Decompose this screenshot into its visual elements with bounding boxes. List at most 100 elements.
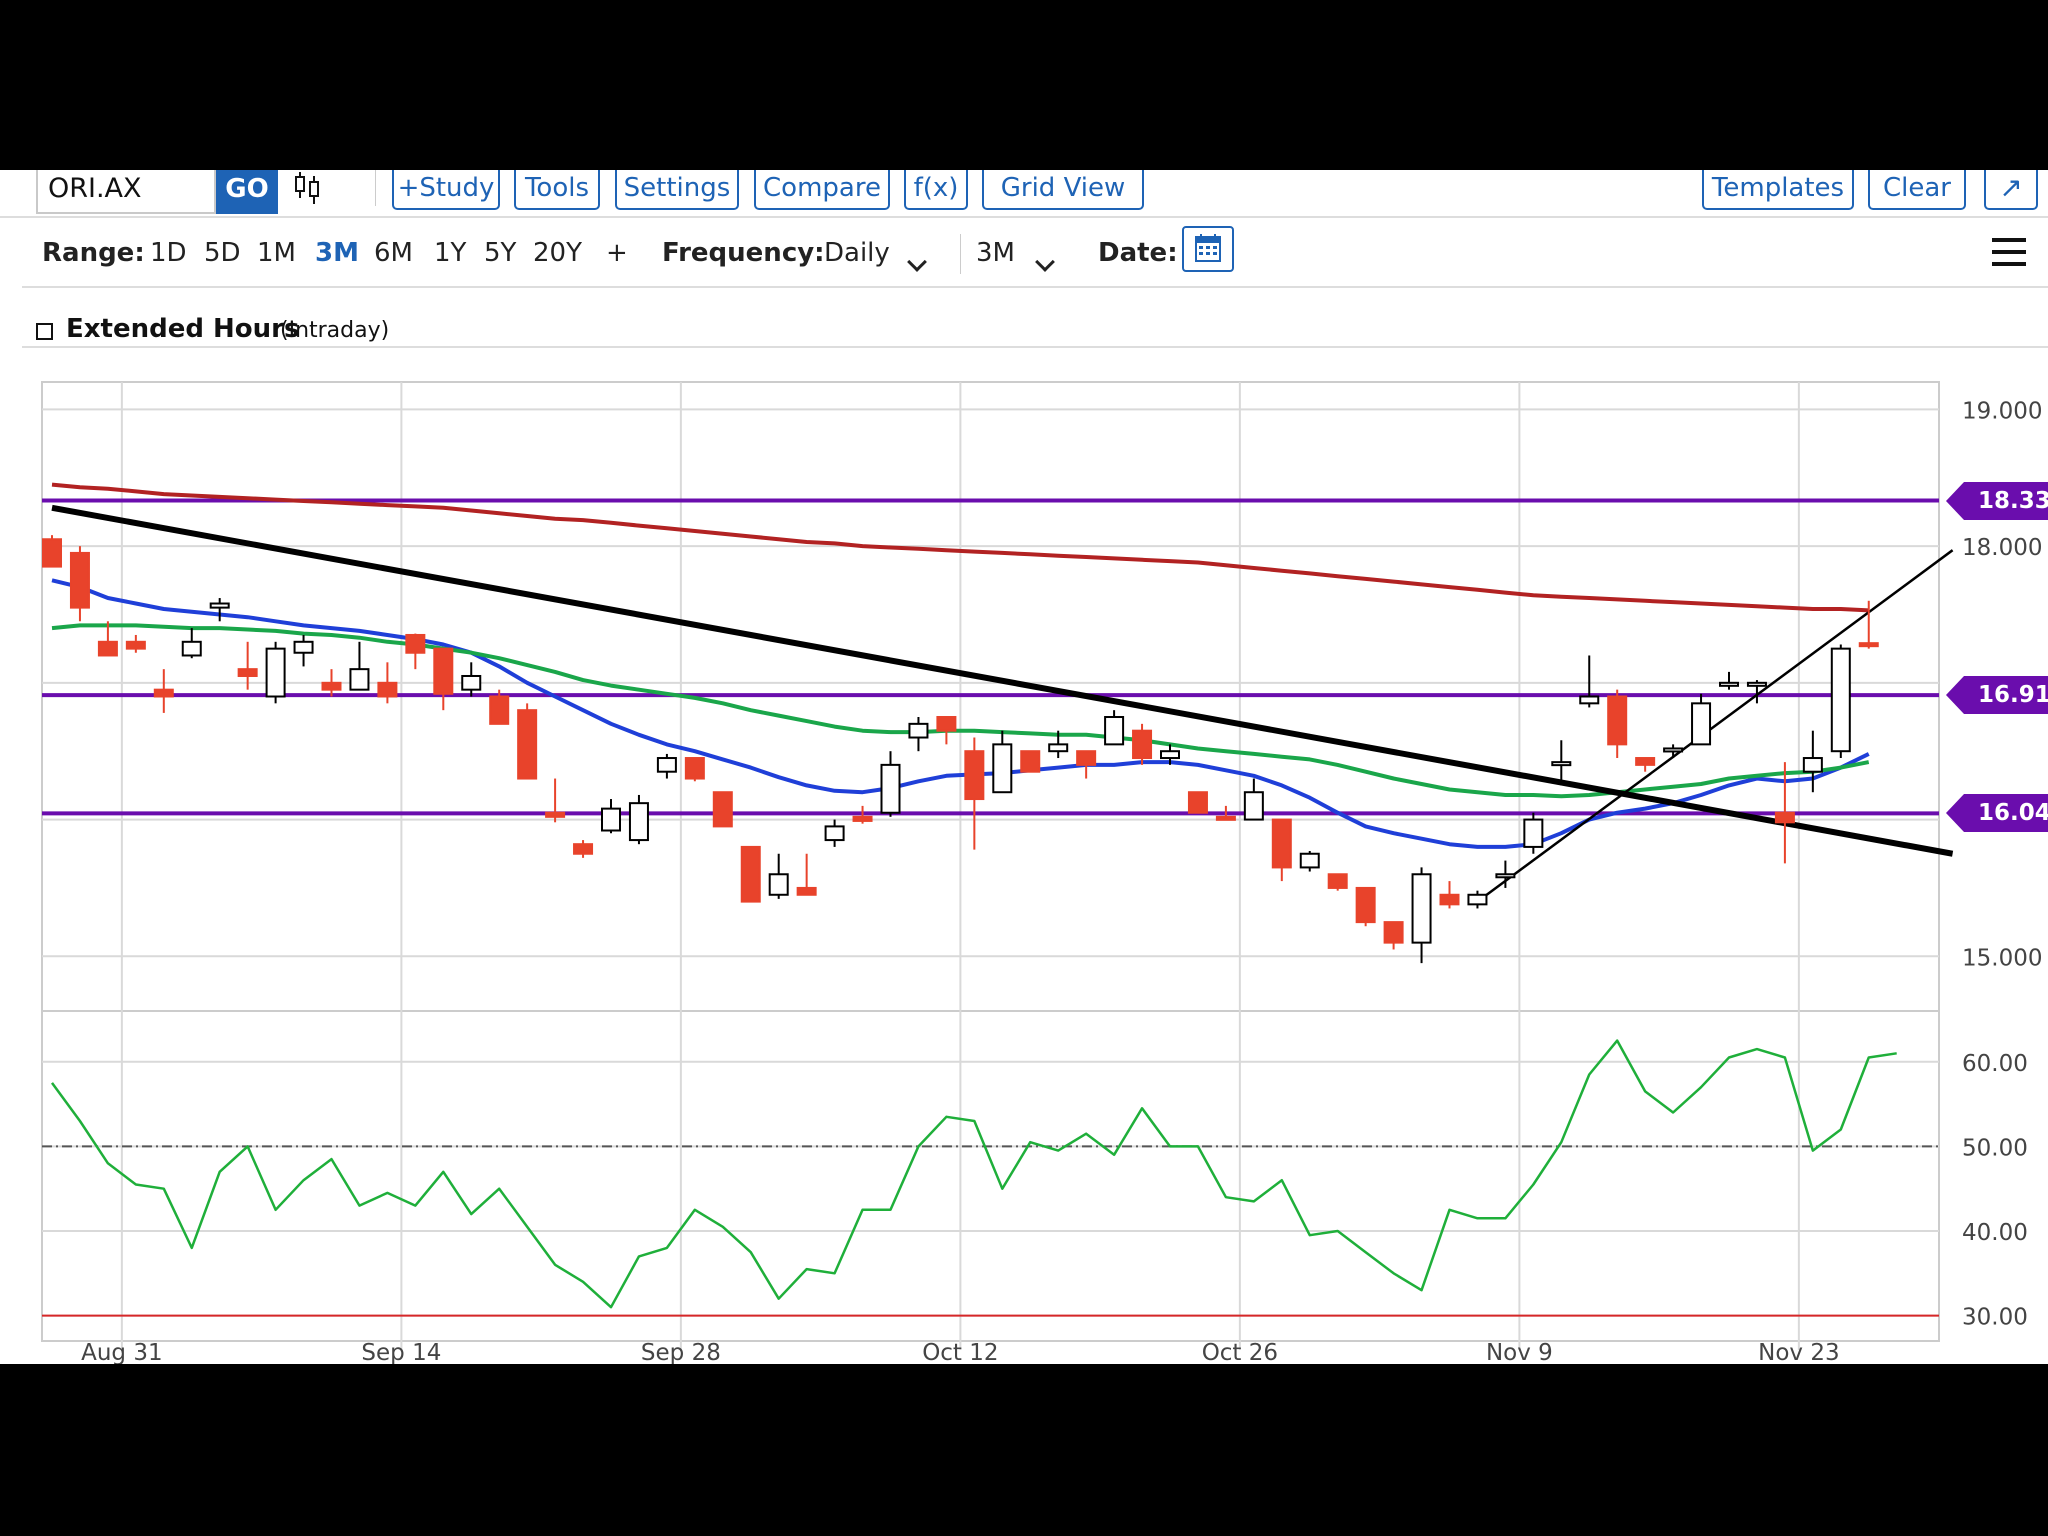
rsi-tick-label: 50.00 [1962,1135,2028,1161]
candle-body [321,681,342,691]
candle-body [1048,743,1069,753]
range-option-1m[interactable]: 1M [257,238,296,268]
x-tick-label: Nov 9 [1486,1340,1553,1364]
candle-body [1719,681,1739,687]
candle-body [1607,695,1628,746]
candle-body [1467,893,1488,906]
range-option-plus[interactable]: + [606,238,628,268]
toolbar-rule [0,216,2048,218]
candlestick-icon[interactable] [292,170,324,206]
candle-body [1076,750,1097,766]
go-button[interactable]: GO [216,170,278,214]
frequency-select[interactable]: Daily [824,238,890,268]
rsi-line [50,1039,1897,1309]
templates-button[interactable]: Templates [1702,170,1854,210]
gridview-button[interactable]: Grid View [982,170,1144,210]
candle-body [489,695,510,725]
rsi-tick-label: 40.00 [1962,1220,2028,1246]
tools-button[interactable]: Tools [514,170,600,210]
candle-body [97,640,118,657]
range-divider [960,234,961,274]
grid [42,382,1939,1350]
study-button[interactable]: +Study [392,170,500,210]
clear-button[interactable]: Clear [1868,170,1966,210]
candle-body [1439,893,1460,906]
price-level-tag: 16.910 [1946,676,2048,715]
frequency-label: Frequency: [662,238,825,268]
toolbar: GO +Study Tools Settings Compare f(x) Gr… [0,170,2048,220]
candle-body [1299,852,1320,869]
moving-average-line [51,578,1870,849]
candle-body [1523,818,1544,848]
candle-body [1495,873,1516,879]
y-tick-label: 15.000 [1962,945,2042,971]
candle-body [824,825,845,842]
candle-body [992,743,1013,794]
candle-body [1187,791,1208,814]
candle-body [265,647,286,698]
toolbar-divider [375,170,376,206]
candle-body [293,640,314,654]
candle-body [684,757,705,780]
candle-body [1802,757,1823,773]
trendline [1476,549,1954,903]
candle-body [1132,729,1153,760]
rsi-panel-frame [41,1010,1940,1342]
x-tick-label: Sep 14 [361,1340,441,1364]
symbol-input[interactable] [36,170,216,214]
candle-body [125,640,146,650]
extended-rule [22,346,2048,348]
candle-body [1327,873,1348,889]
candle-body [964,750,985,801]
candle-body [852,815,873,822]
candle-body [1746,681,1767,687]
moving-averages [51,482,1870,849]
expand-icon[interactable]: ↗ [1984,170,2038,210]
axis-labels: Aug 31 Sep 14 Sep 28 Oct 12 Oct 26 Nov 9 Nov 2… [81,398,2042,1364]
candle-body [209,602,230,609]
moving-average-line [51,482,1869,613]
extended-hours-checkbox[interactable] [36,323,53,340]
candle-body [42,538,62,568]
candle-body [656,757,677,773]
range-option-1d[interactable]: 1D [150,238,187,268]
chart-canvas: Aug 31 Sep 14 Sep 28 Oct 12 Oct 26 Nov 9 Nov 2… [41,381,2042,1364]
range-option-3m[interactable]: 3M [315,238,359,268]
range-label: Range: [42,238,145,268]
compare-button[interactable]: Compare [754,170,890,210]
candle-body [936,716,957,732]
candle-body [181,640,202,657]
range-row: Range: 1D 5D 1M 3M 6M 1Y 5Y 20Y + Freque… [0,220,2048,290]
candle-body [517,709,538,780]
candle-body [1663,747,1684,753]
candle-body [1160,750,1180,760]
period-select[interactable]: 3M [976,238,1015,268]
range-option-20y[interactable]: 20Y [533,238,582,268]
moving-average-line [51,623,1870,799]
candle-body [405,633,426,654]
range-option-6m[interactable]: 6M [374,238,413,268]
candle-body [545,811,566,818]
candle-body [433,647,454,695]
candle-body [740,845,761,903]
range-option-5y[interactable]: 5Y [484,238,517,268]
fx-button[interactable]: f(x) [904,170,968,210]
candle-body [601,807,621,832]
hamburger-menu-icon[interactable] [1992,238,2026,266]
candle-body [880,763,901,814]
range-option-5d[interactable]: 5D [204,238,241,268]
candle-body [1271,818,1292,869]
calendar-button[interactable] [1182,226,1234,272]
candle-body [69,551,90,609]
x-tick-label: Oct 26 [1202,1340,1278,1364]
candle-body [1858,642,1879,648]
rsi-tick-label: 30.00 [1962,1305,2028,1331]
trendlines [51,504,1954,903]
candle-body [712,791,733,828]
settings-button[interactable]: Settings [615,170,739,210]
candle-body [768,873,789,896]
candle-body [628,802,649,842]
y-tick-label: 18.000 [1962,535,2042,561]
rsi-tick-label: 60.00 [1962,1051,2028,1077]
range-option-1y[interactable]: 1Y [434,238,467,268]
